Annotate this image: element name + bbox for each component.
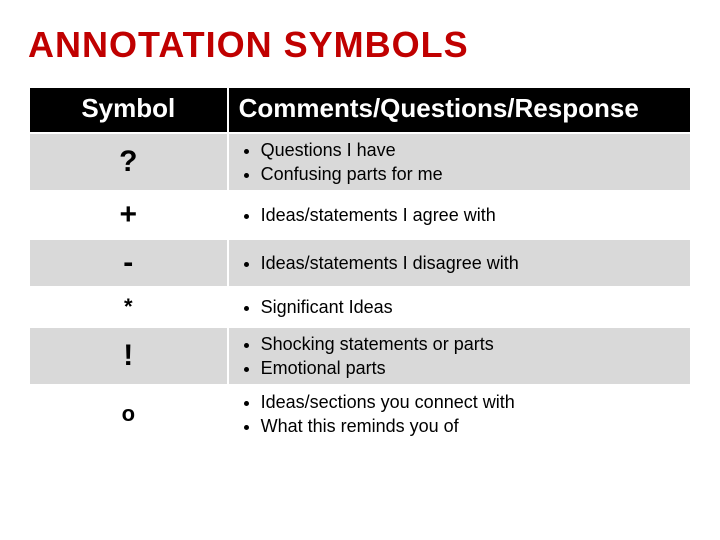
- list-item: Ideas/sections you connect with: [261, 391, 682, 414]
- symbol-cell: *: [29, 287, 228, 327]
- description-cell: Significant Ideas: [228, 287, 691, 327]
- description-list: Significant Ideas: [261, 296, 682, 319]
- symbol-cell: !: [29, 327, 228, 385]
- description-cell: Ideas/statements I disagree with: [228, 239, 691, 287]
- list-item: Shocking statements or parts: [261, 333, 682, 356]
- list-item: What this reminds you of: [261, 415, 682, 438]
- description-list: Ideas/sections you connect withWhat this…: [261, 391, 682, 437]
- description-list: Ideas/statements I agree with: [261, 204, 682, 227]
- description-cell: Ideas/statements I agree with: [228, 191, 691, 239]
- table-row: ! Shocking statements or partsEmotional p…: [29, 327, 691, 385]
- column-header-symbol: Symbol: [29, 87, 228, 133]
- symbol-cell: o: [29, 385, 228, 443]
- list-item: Questions I have: [261, 139, 682, 162]
- list-item: Emotional parts: [261, 357, 682, 380]
- list-item: Confusing parts for me: [261, 163, 682, 186]
- column-header-comments: Comments/Questions/Response: [228, 87, 691, 133]
- description-cell: Shocking statements or partsEmotional pa…: [228, 327, 691, 385]
- list-item: Ideas/statements I disagree with: [261, 252, 682, 275]
- description-list: Questions I haveConfusing parts for me: [261, 139, 682, 185]
- table-row: + Ideas/statements I agree with: [29, 191, 691, 239]
- list-item: Significant Ideas: [261, 296, 682, 319]
- page-title: ANNOTATION SYMBOLS: [28, 24, 692, 66]
- description-list: Shocking statements or partsEmotional pa…: [261, 333, 682, 379]
- annotation-table: Symbol Comments/Questions/Response ? Ques…: [28, 86, 692, 444]
- table-row: ? Questions I haveConfusing parts for me: [29, 133, 691, 191]
- table-row: * Significant Ideas: [29, 287, 691, 327]
- description-list: Ideas/statements I disagree with: [261, 252, 682, 275]
- description-cell: Ideas/sections you connect withWhat this…: [228, 385, 691, 443]
- table-row: o Ideas/sections you connect withWhat thi…: [29, 385, 691, 443]
- table-row: - Ideas/statements I disagree with: [29, 239, 691, 287]
- symbol-cell: ?: [29, 133, 228, 191]
- symbol-cell: -: [29, 239, 228, 287]
- description-cell: Questions I haveConfusing parts for me: [228, 133, 691, 191]
- list-item: Ideas/statements I agree with: [261, 204, 682, 227]
- symbol-cell: +: [29, 191, 228, 239]
